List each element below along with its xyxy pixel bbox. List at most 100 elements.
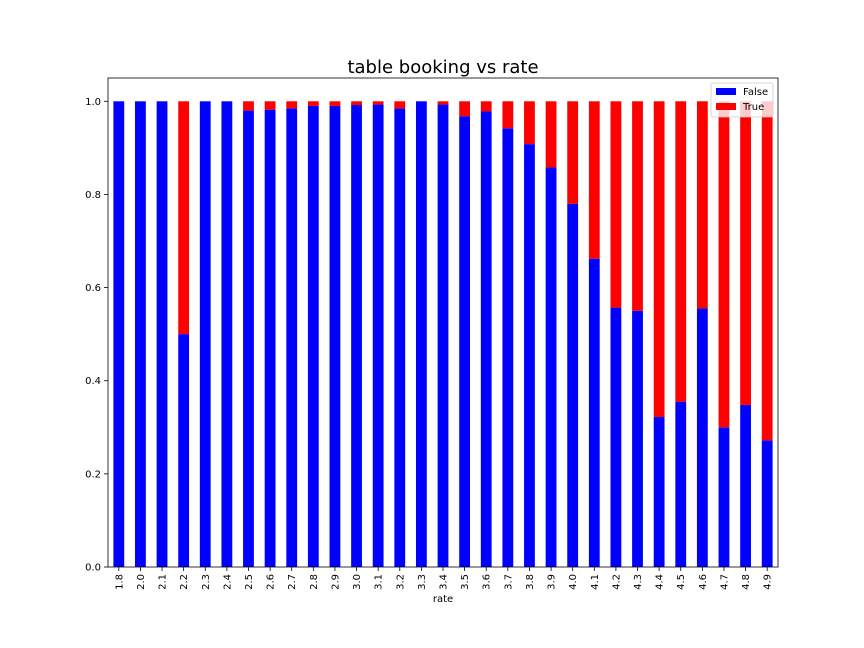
bar-true-4.5 bbox=[675, 101, 687, 402]
bar-false-4.9 bbox=[761, 440, 773, 567]
bar-false-4.7 bbox=[718, 427, 730, 567]
bar-true-2.2 bbox=[178, 101, 190, 335]
y-tick-label: 1.0 bbox=[85, 97, 101, 108]
bar-true-2.7 bbox=[286, 101, 298, 109]
x-tick-label: 3.3 bbox=[417, 574, 428, 590]
x-tick-label: 2.3 bbox=[201, 574, 212, 590]
x-tick-label: 3.0 bbox=[352, 574, 363, 590]
bar-false-2.9 bbox=[329, 105, 341, 567]
bar-false-3.4 bbox=[437, 104, 449, 568]
bar-true-4.9 bbox=[761, 101, 773, 441]
x-tick-label: 3.8 bbox=[525, 574, 536, 590]
x-tick-label: 4.2 bbox=[611, 574, 622, 590]
bar-false-2.3 bbox=[199, 101, 211, 567]
bar-true-3.2 bbox=[394, 101, 406, 109]
y-tick-label: 0.0 bbox=[85, 563, 101, 574]
x-tick-label: 2.2 bbox=[179, 574, 190, 590]
x-tick-label: 4.8 bbox=[741, 574, 752, 590]
bar-true-4.8 bbox=[740, 101, 751, 405]
x-tick-label: 2.0 bbox=[136, 574, 147, 590]
axes-frame bbox=[107, 77, 779, 568]
bar-true-4.2 bbox=[610, 101, 622, 308]
x-tick-label: 2.6 bbox=[266, 574, 277, 590]
x-tick-label: 3.9 bbox=[547, 574, 558, 590]
x-tick-label: 4.6 bbox=[698, 574, 709, 590]
bar-false-3.5 bbox=[459, 116, 471, 567]
bar-false-4.2 bbox=[610, 307, 622, 567]
y-tick-label: 0.4 bbox=[85, 376, 101, 387]
x-axis-label: rate bbox=[433, 594, 453, 605]
bar-false-2.1 bbox=[156, 101, 168, 567]
bar-false-2.4 bbox=[221, 101, 233, 567]
bar-false-4.4 bbox=[653, 417, 665, 567]
x-tick-label: 4.1 bbox=[590, 574, 601, 590]
x-tick-label: 4.0 bbox=[568, 574, 579, 590]
x-tick-label: 3.5 bbox=[460, 574, 471, 590]
bar-true-3.5 bbox=[459, 101, 471, 117]
bar-true-3.9 bbox=[545, 101, 557, 168]
bar-false-4.8 bbox=[740, 404, 751, 567]
bar-true-4.6 bbox=[696, 101, 708, 309]
legend-label-true: True bbox=[742, 102, 764, 113]
bar-false-3.3 bbox=[415, 101, 427, 567]
bar-true-2.9 bbox=[329, 101, 341, 106]
legend-swatch-true bbox=[716, 103, 736, 110]
x-tick-label: 3.1 bbox=[374, 574, 385, 590]
bar-false-4.6 bbox=[696, 308, 708, 567]
bar-true-4.4 bbox=[653, 101, 665, 418]
x-tick-label: 4.9 bbox=[763, 574, 774, 590]
legend-swatch-false bbox=[716, 88, 736, 95]
x-tick-label: 2.8 bbox=[309, 574, 320, 590]
bar-true-4.1 bbox=[588, 101, 600, 259]
bar-false-4.1 bbox=[588, 258, 600, 567]
bar-true-4.7 bbox=[718, 101, 730, 428]
x-tick-label: 2.1 bbox=[158, 574, 169, 590]
bar-false-2.5 bbox=[243, 110, 254, 567]
bar-true-4.3 bbox=[632, 101, 643, 311]
bar-true-3.4 bbox=[437, 101, 449, 105]
bar-false-3.6 bbox=[480, 111, 492, 567]
bar-false-2.8 bbox=[307, 105, 319, 567]
bar-false-1.8 bbox=[113, 101, 125, 567]
y-tick-label: 0.8 bbox=[85, 190, 101, 201]
bar-false-4.0 bbox=[567, 203, 579, 568]
bar-false-2.0 bbox=[135, 101, 146, 567]
x-tick-label: 1.8 bbox=[114, 574, 125, 590]
x-tick-label: 3.2 bbox=[395, 574, 406, 590]
bar-true-3.1 bbox=[372, 101, 384, 105]
legend-label-false: False bbox=[743, 87, 768, 98]
bar-false-3.9 bbox=[545, 167, 557, 568]
y-tick-label: 0.2 bbox=[85, 469, 101, 480]
bar-true-3.8 bbox=[524, 101, 535, 145]
x-tick-label: 4.3 bbox=[633, 574, 644, 590]
bar-false-4.3 bbox=[632, 310, 643, 567]
bar-false-3.7 bbox=[502, 128, 514, 568]
bar-false-3.2 bbox=[394, 108, 406, 568]
x-tick-label: 4.4 bbox=[655, 574, 666, 590]
bar-true-2.5 bbox=[243, 101, 254, 111]
x-tick-label: 3.7 bbox=[503, 574, 514, 590]
x-tick-label: 2.5 bbox=[244, 574, 255, 590]
bar-false-4.5 bbox=[675, 401, 687, 567]
bar-true-2.8 bbox=[307, 101, 319, 106]
bar-true-2.6 bbox=[264, 101, 276, 110]
bar-true-4.0 bbox=[567, 101, 579, 204]
bar-false-2.6 bbox=[264, 109, 276, 568]
plot-area: 1.8 2.0 2.1 2.2 2.3 2.4 2.5 2.6 2.7 2.8 2.9 3.0 3.1 3… bbox=[85, 77, 779, 590]
x-tick-label: 3.6 bbox=[482, 574, 493, 590]
bar-false-2.7 bbox=[286, 108, 298, 568]
bar-true-3.7 bbox=[502, 101, 514, 129]
x-tick-label: 3.4 bbox=[439, 574, 450, 590]
x-tick-label: 4.7 bbox=[719, 574, 730, 590]
x-tick-label: 2.7 bbox=[287, 574, 298, 590]
bar-true-3.0 bbox=[351, 101, 362, 106]
bar-false-3.1 bbox=[372, 104, 384, 568]
bar-false-2.2 bbox=[178, 334, 190, 567]
chart-title: table booking vs rate bbox=[347, 57, 538, 78]
x-tick-label: 4.5 bbox=[676, 574, 687, 590]
x-tick-label: 2.4 bbox=[222, 574, 233, 590]
legend: False True bbox=[710, 82, 774, 118]
bar-false-3.0 bbox=[351, 105, 362, 567]
bar-false-3.8 bbox=[524, 144, 535, 567]
